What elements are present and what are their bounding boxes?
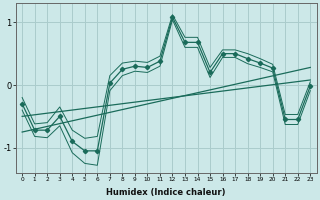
X-axis label: Humidex (Indice chaleur): Humidex (Indice chaleur) — [107, 188, 226, 197]
